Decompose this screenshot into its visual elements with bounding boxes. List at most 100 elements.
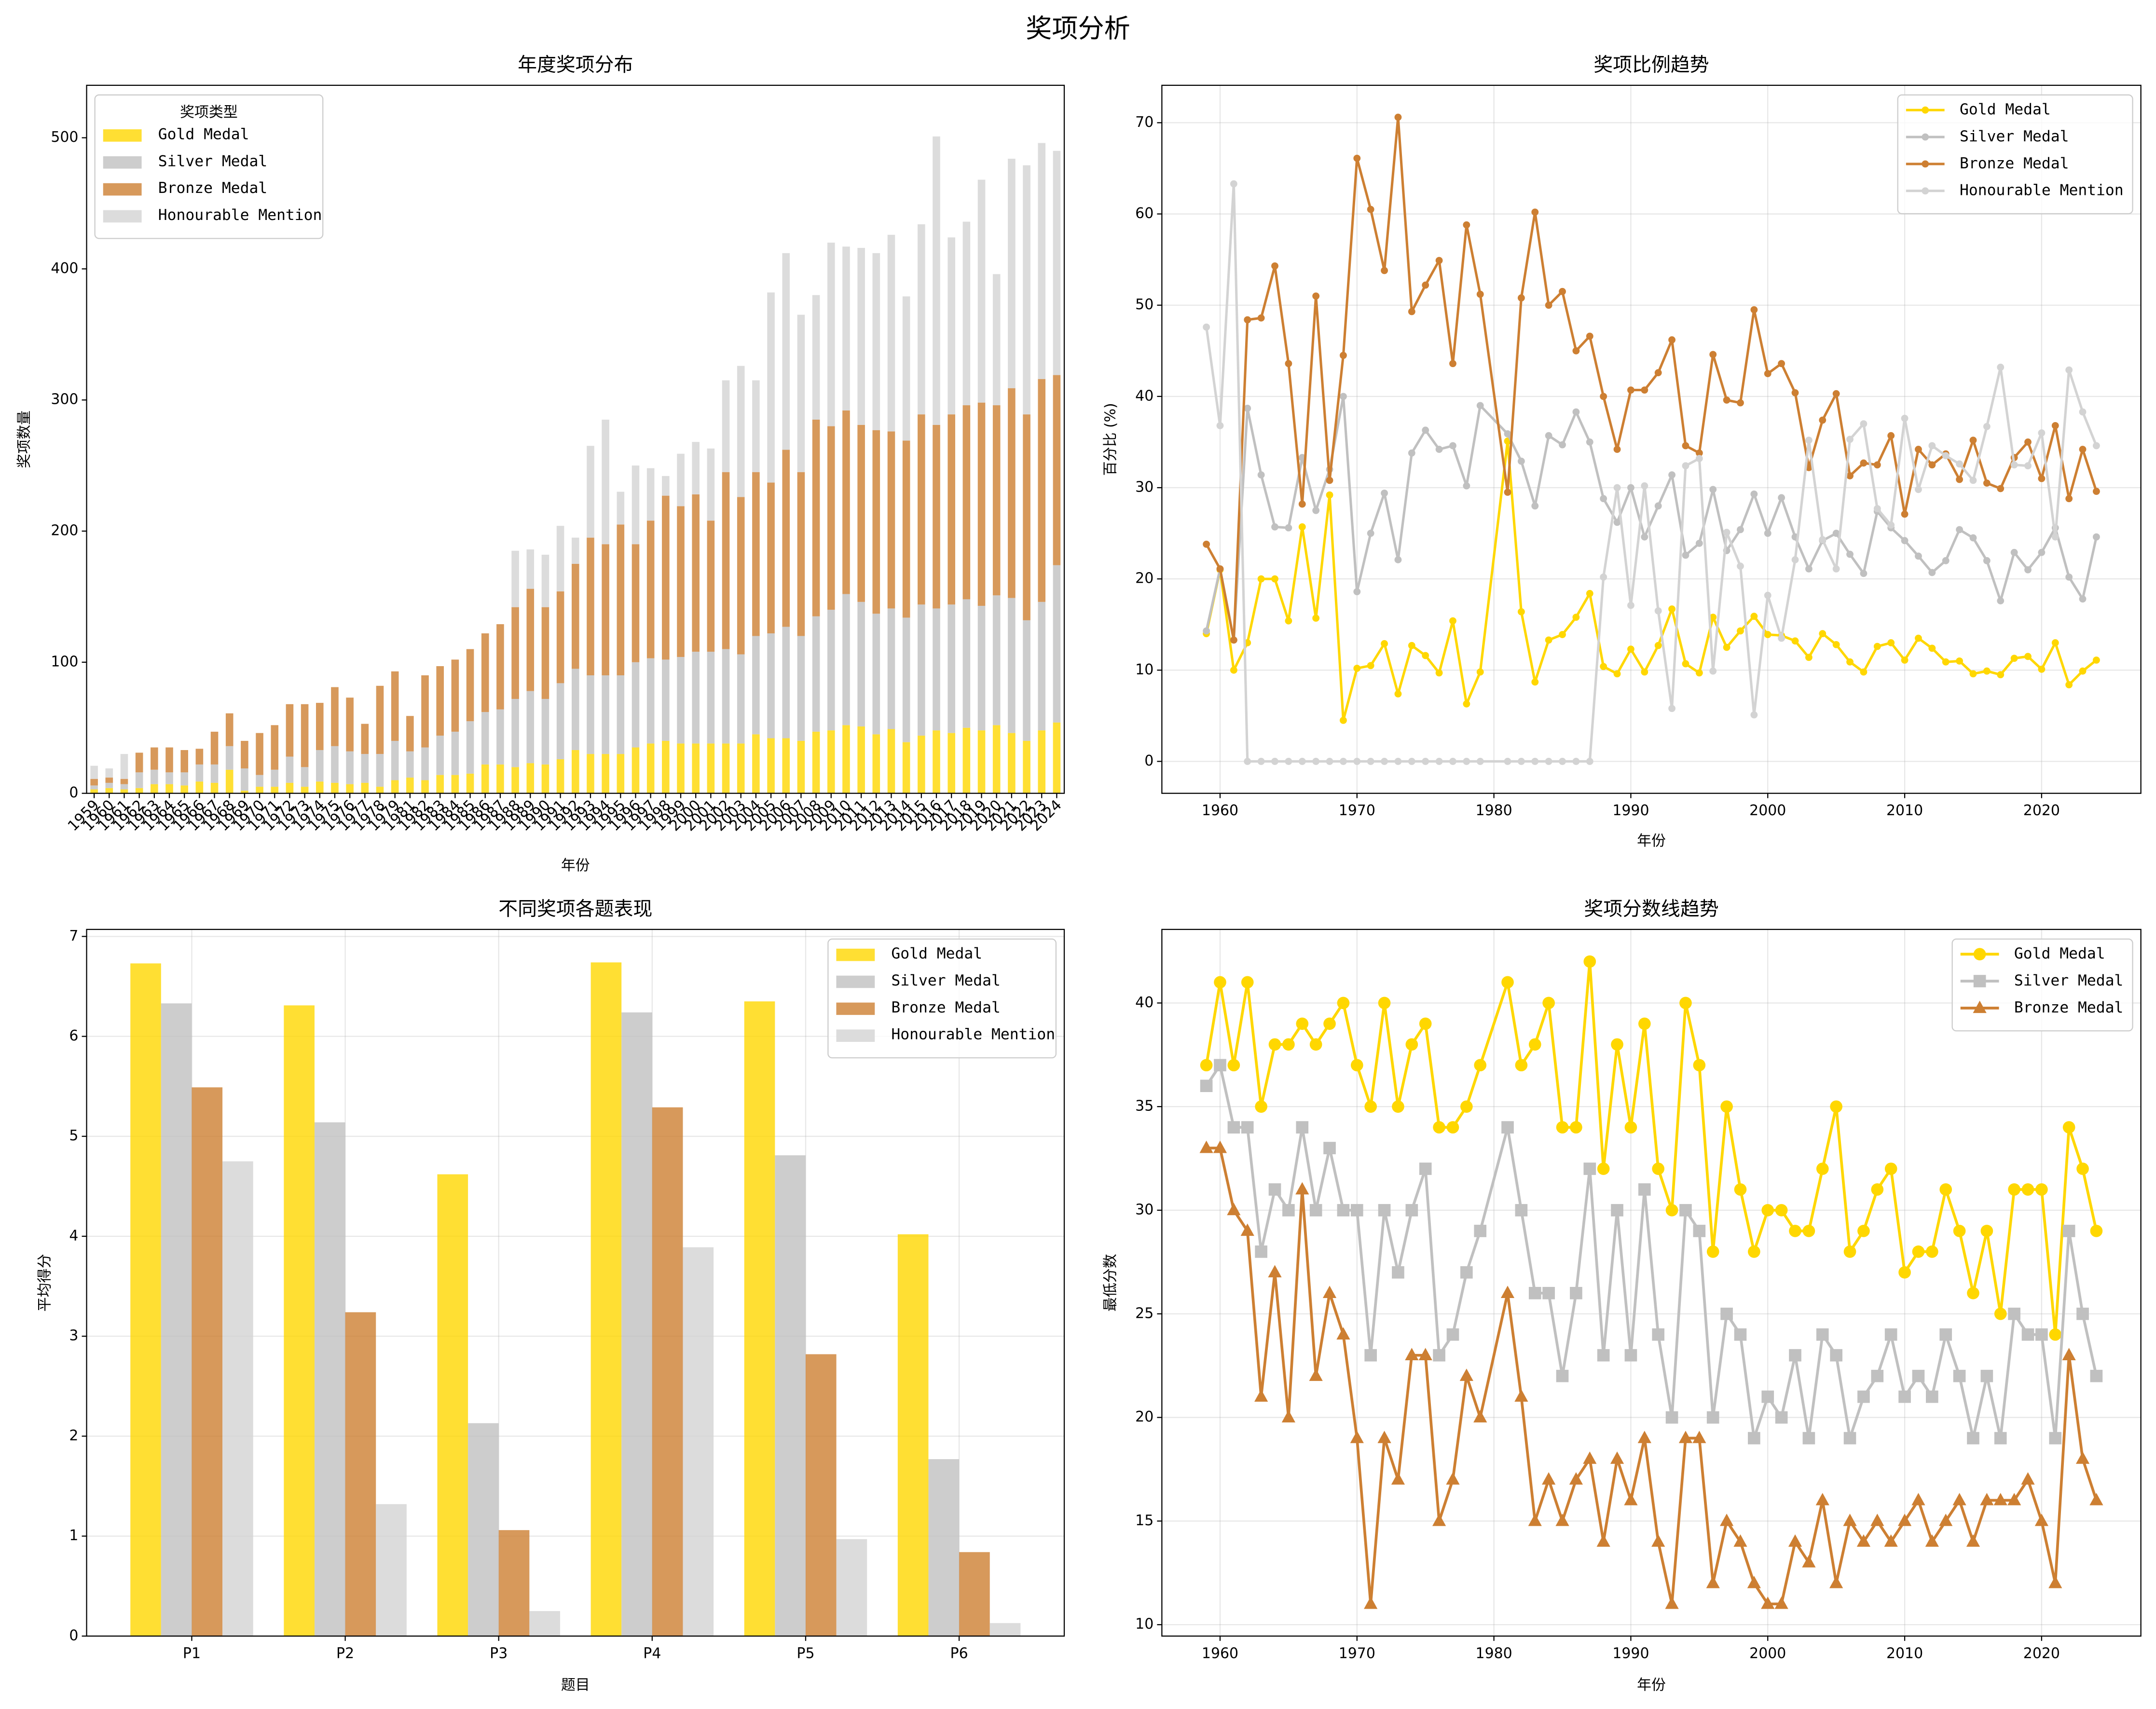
marker: [1994, 1307, 2007, 1320]
marker: [1832, 530, 1840, 537]
bar: [241, 791, 248, 793]
bar: [225, 746, 233, 770]
marker: [1255, 1100, 1267, 1113]
bar: [286, 704, 294, 757]
marker: [1230, 636, 1237, 644]
bar: [737, 497, 745, 655]
marker: [1244, 758, 1251, 765]
marker: [1871, 1183, 1884, 1196]
marker: [1613, 446, 1621, 453]
marker: [1706, 1245, 1719, 1258]
marker: [1723, 643, 1730, 651]
marker: [1377, 1431, 1391, 1443]
marker: [1969, 437, 1977, 444]
bar: [587, 675, 594, 754]
marker: [1884, 1162, 1897, 1175]
legend-marker: [1922, 187, 1929, 195]
bar: [361, 724, 369, 754]
bar: [571, 563, 579, 669]
bar: [948, 604, 955, 733]
marker: [1956, 476, 1964, 483]
marker: [1336, 1327, 1350, 1340]
bar: [621, 1012, 652, 1636]
bar: [933, 136, 940, 425]
marker: [1312, 758, 1320, 765]
bar: [331, 782, 339, 793]
marker: [1611, 1038, 1623, 1051]
marker: [1695, 449, 1703, 457]
marker: [2007, 1493, 2021, 1505]
marker: [1942, 557, 1950, 564]
marker: [1281, 1410, 1295, 1422]
marker: [1583, 1451, 1597, 1464]
marker: [1298, 500, 1306, 508]
bar: [90, 779, 98, 786]
marker: [1641, 482, 1648, 490]
marker: [1353, 154, 1361, 162]
bar: [1023, 165, 1030, 415]
marker: [2035, 1328, 2048, 1341]
marker: [1340, 716, 1347, 724]
marker: [1586, 332, 1593, 340]
marker: [1282, 1038, 1295, 1051]
marker: [1778, 634, 1785, 642]
marker: [1408, 308, 1415, 315]
marker: [2024, 438, 2032, 446]
marker: [1517, 758, 1525, 765]
marker: [1832, 641, 1840, 648]
bar: [857, 726, 865, 793]
marker: [1323, 1017, 1336, 1030]
bar: [195, 749, 204, 765]
marker: [1326, 758, 1333, 765]
marker: [1367, 758, 1374, 765]
bar: [797, 472, 805, 636]
marker: [1734, 1328, 1747, 1341]
bar: [316, 781, 324, 793]
marker: [1915, 634, 1922, 642]
marker: [1887, 639, 1895, 646]
bar: [511, 767, 519, 793]
bar: [1038, 602, 1046, 731]
marker: [1737, 562, 1744, 570]
y-tick-label: 70: [1135, 114, 1154, 131]
x-tick-label: 1960: [1202, 802, 1238, 819]
y-tick-label: 20: [1135, 570, 1154, 587]
bar: [105, 788, 113, 793]
bar: [977, 730, 986, 793]
bar: [797, 636, 805, 741]
x-tick-label: P2: [336, 1645, 354, 1662]
marker: [1665, 1411, 1678, 1424]
marker: [1569, 1472, 1583, 1485]
bar: [468, 1423, 499, 1636]
marker: [1637, 1431, 1651, 1443]
legend-swatch: [836, 1002, 875, 1015]
marker: [1476, 402, 1484, 410]
bar: [902, 617, 910, 742]
bar: [646, 468, 655, 521]
legend-label: Gold Medal: [1960, 101, 2051, 118]
marker: [1641, 668, 1648, 676]
marker: [1939, 1513, 1953, 1526]
y-tick-label: 30: [1135, 479, 1154, 496]
x-tick-label: 1970: [1339, 802, 1375, 819]
marker: [2076, 1162, 2089, 1175]
marker: [1901, 656, 1909, 664]
marker: [1312, 292, 1320, 300]
bar: [1008, 598, 1016, 733]
marker: [2062, 1348, 2076, 1360]
marker: [1830, 1349, 1842, 1362]
bar: [481, 633, 489, 712]
marker: [2049, 1328, 2062, 1341]
marker: [1200, 1080, 1213, 1093]
y-tick-label: 0: [69, 784, 78, 801]
marker: [1912, 1245, 1925, 1258]
marker: [1517, 457, 1525, 465]
bar: [602, 675, 609, 754]
marker: [1405, 1348, 1419, 1360]
marker: [1555, 1513, 1569, 1526]
marker: [1394, 758, 1402, 765]
bar: [977, 605, 986, 731]
bar: [1053, 722, 1061, 793]
bar: [1008, 159, 1016, 388]
